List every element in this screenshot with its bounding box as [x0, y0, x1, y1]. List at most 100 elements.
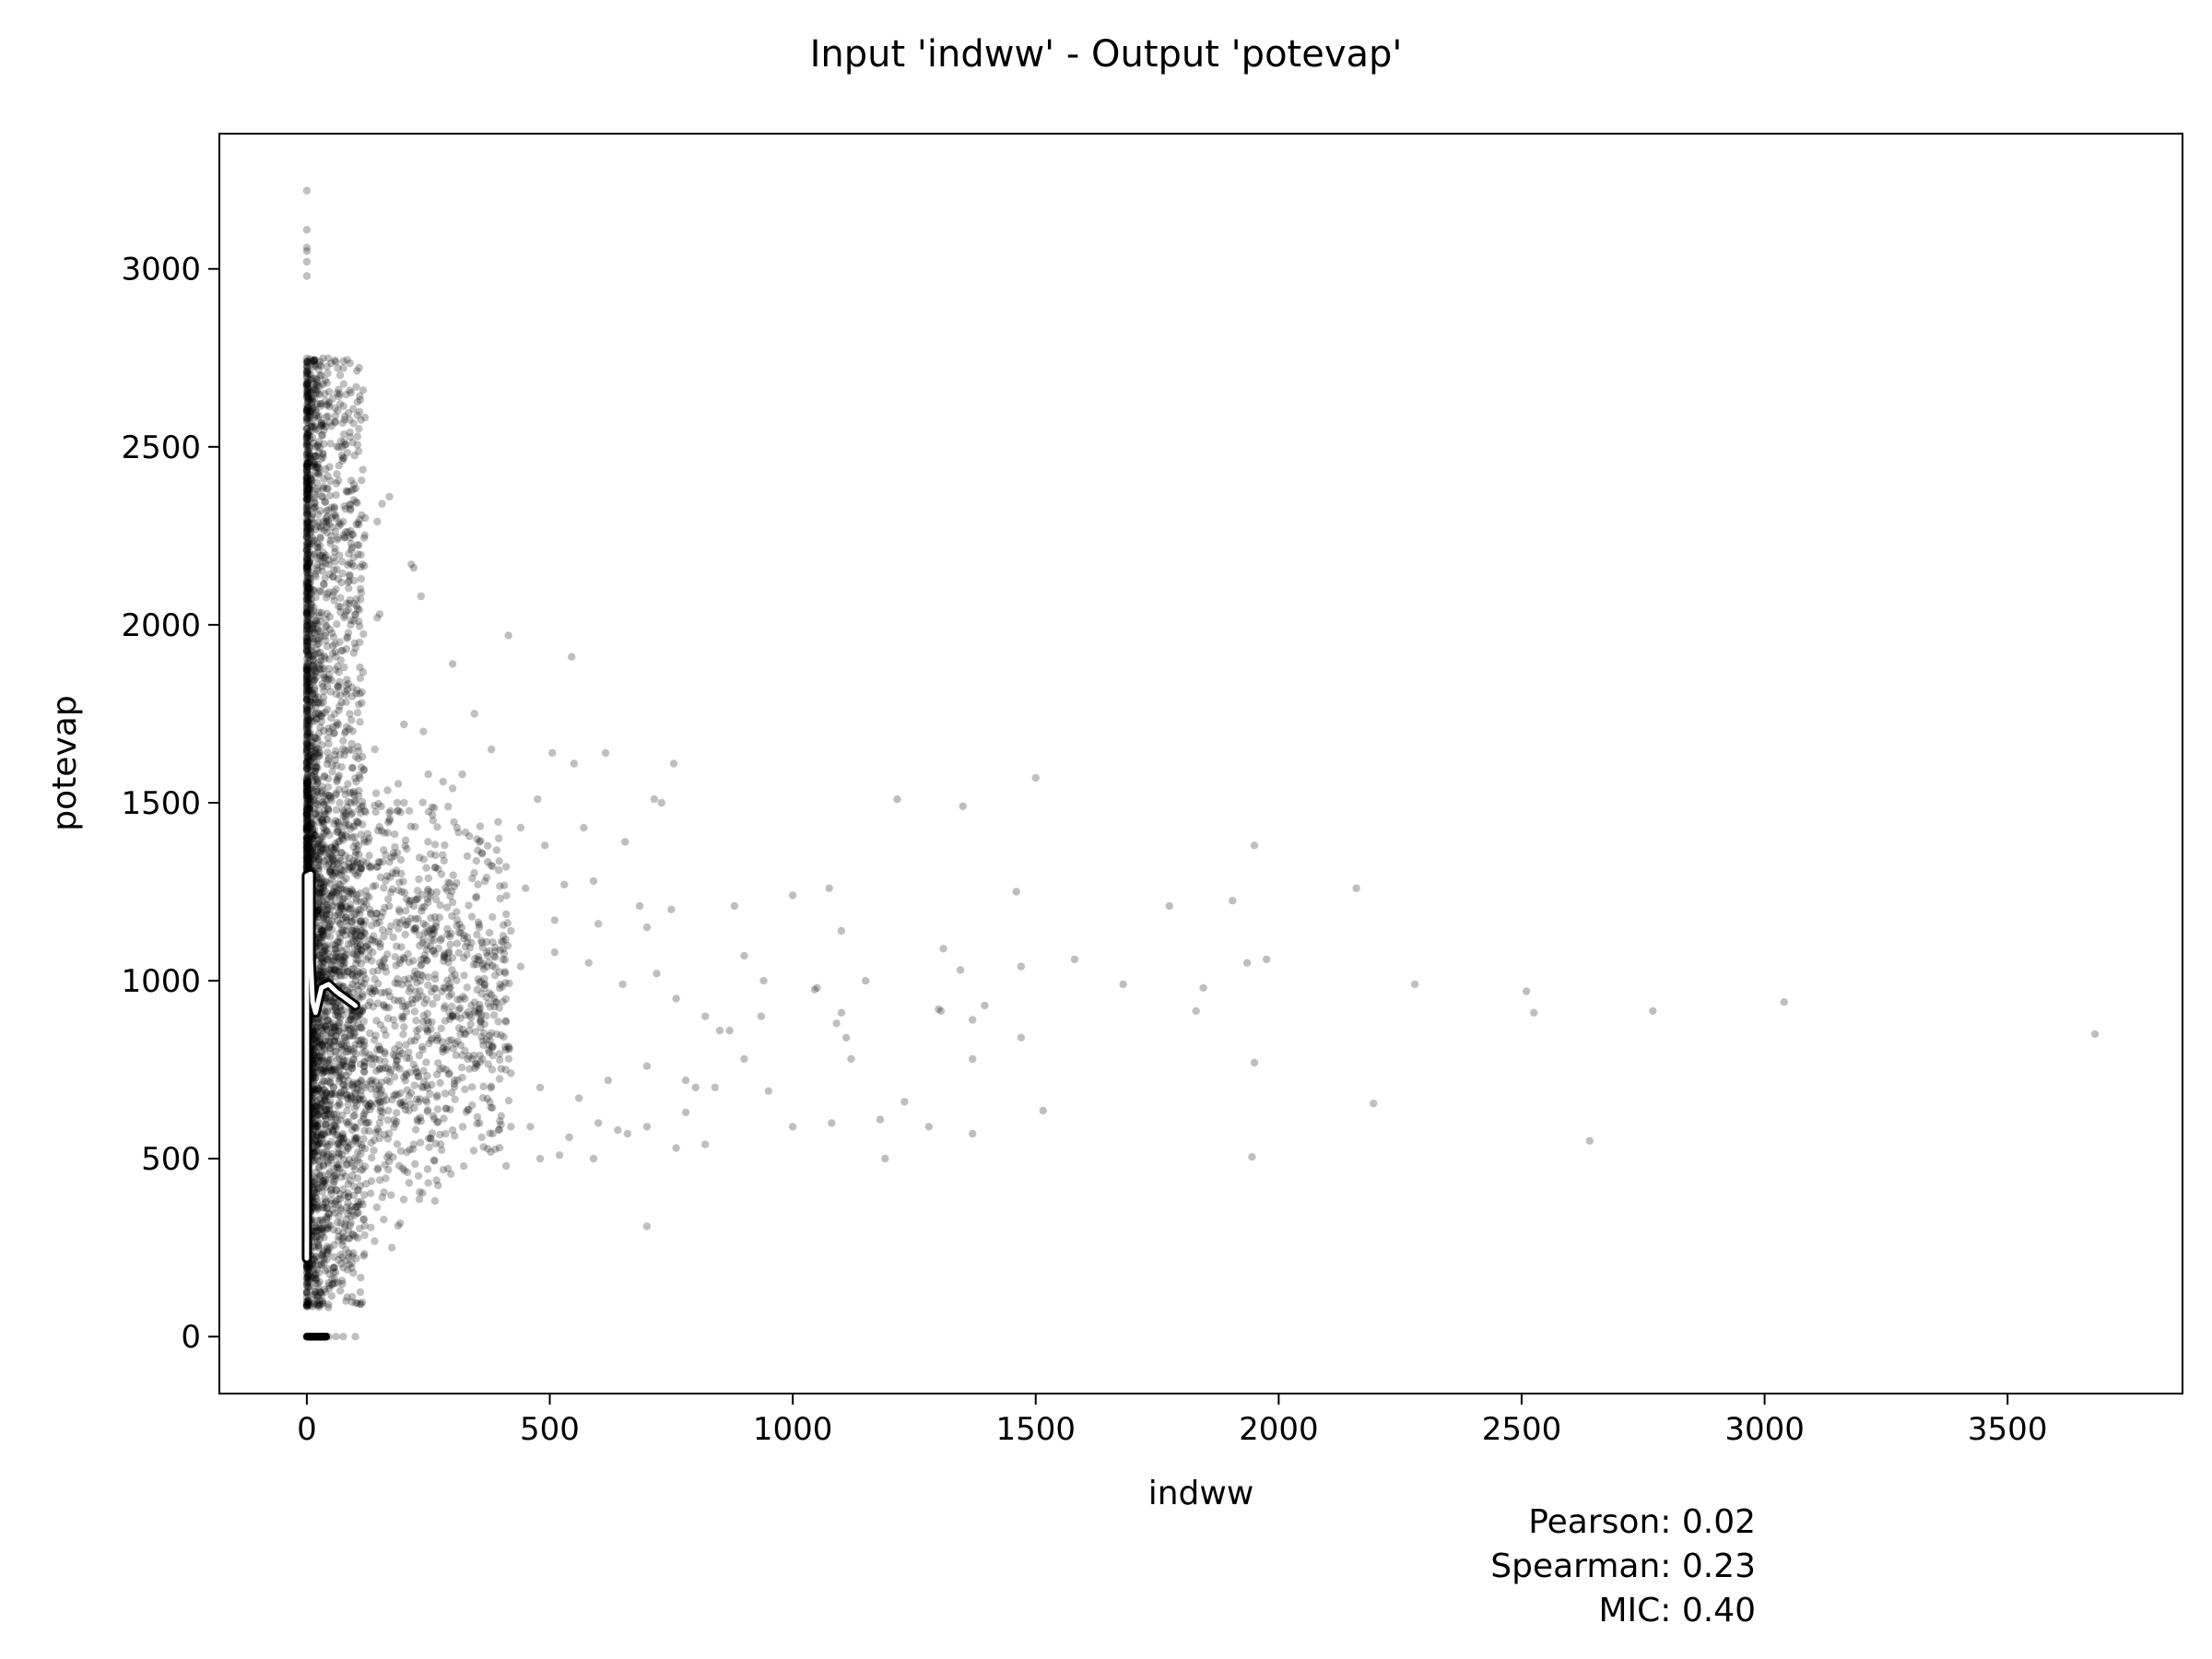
scatter-point [420, 902, 429, 911]
scatter-point [325, 1044, 335, 1053]
scatter-point [334, 1011, 342, 1020]
scatter-point [311, 690, 319, 699]
scatter-point [333, 719, 341, 727]
scatter-point [317, 874, 325, 883]
scatter-point [359, 967, 368, 976]
scatter-point [401, 836, 410, 844]
scatter-point [342, 698, 350, 706]
scatter-point [369, 968, 377, 976]
scatter-point [448, 784, 457, 793]
scatter-point [303, 665, 312, 675]
scatter-point [500, 921, 508, 929]
scatter-point [428, 1034, 436, 1042]
scatter-point [411, 1125, 420, 1134]
scatter-point [341, 412, 349, 420]
scatter-point [323, 401, 331, 409]
scatter-point [302, 817, 312, 825]
scatter-point [306, 574, 315, 583]
scatter-point [304, 715, 312, 724]
scatter-point [302, 590, 312, 598]
scatter-point [303, 1299, 312, 1308]
scatter-point [332, 512, 340, 520]
scatter-point [302, 1302, 312, 1311]
scatter-point [312, 452, 321, 461]
scatter-point [303, 608, 312, 617]
scatter-point [1410, 980, 1419, 989]
scatter-point [346, 571, 354, 581]
scatter-point [341, 931, 350, 939]
scatter-point [324, 956, 333, 965]
scatter-point [1119, 980, 1127, 989]
scatter-point [313, 709, 323, 718]
scatter-point [304, 811, 312, 819]
scatter-point [303, 661, 312, 669]
scatter-point [338, 1006, 347, 1015]
scatter-point [322, 615, 330, 624]
scatter-point [303, 562, 312, 571]
scatter-point [345, 1192, 353, 1201]
scatter-point [332, 888, 341, 897]
scatter-point [467, 912, 477, 921]
scatter-point [422, 864, 430, 872]
scatter-point [324, 739, 333, 748]
scatter-point [321, 1063, 330, 1071]
scatter-point [570, 759, 579, 768]
scatter-point [317, 967, 325, 976]
scatter-point [325, 1140, 334, 1149]
scatter-point [324, 412, 332, 420]
scatter-point [311, 1137, 320, 1146]
scatter-point [465, 901, 473, 910]
scatter-point [390, 1091, 398, 1100]
scatter-point [302, 676, 312, 684]
scatter-point [314, 903, 323, 912]
scatter-point [320, 893, 328, 901]
scatter-point [349, 405, 358, 413]
scatter-point [302, 592, 312, 601]
scatter-point [303, 1264, 312, 1273]
scatter-point [424, 770, 432, 779]
scatter-point [321, 654, 329, 663]
scatter-point [302, 663, 312, 671]
scatter-point [448, 912, 456, 921]
scatter-point [413, 1117, 422, 1125]
scatter-point [307, 520, 315, 528]
scatter-point [344, 561, 352, 570]
scatter-point [304, 649, 312, 657]
scatter-point [501, 1017, 510, 1025]
scatter-point [319, 1030, 327, 1038]
scatter-point [308, 834, 317, 842]
scatter-point [304, 403, 312, 411]
scatter-point [323, 362, 331, 371]
scatter-point [304, 724, 312, 732]
scatter-point [319, 832, 327, 841]
scatter-point [341, 819, 349, 828]
scatter-point [336, 691, 345, 700]
scatter-point [341, 812, 349, 820]
scatter-point [316, 1300, 324, 1309]
scatter-point [335, 938, 344, 947]
scatter-point [302, 226, 312, 234]
scatter-point [303, 418, 312, 427]
scatter-point [303, 802, 312, 810]
scatter-point [365, 852, 373, 860]
scatter-point [332, 1124, 340, 1133]
scatter-point [310, 1041, 319, 1049]
scatter-point [322, 967, 330, 976]
scatter-point [396, 1147, 406, 1156]
scatter-point [356, 584, 365, 594]
scatter-point [425, 1143, 433, 1152]
scatter-point [356, 1288, 365, 1297]
scatter-point [360, 1191, 369, 1199]
scatter-point [304, 653, 312, 662]
scatter-point [302, 836, 312, 845]
scatter-point [320, 912, 328, 922]
scatter-point [398, 1015, 406, 1023]
scatter-point [361, 513, 370, 523]
scatter-point [360, 1037, 369, 1045]
scatter-point [321, 396, 330, 405]
scatter-point [312, 1193, 320, 1201]
scatter-point [325, 670, 334, 679]
scatter-point [417, 961, 425, 971]
scatter-point [302, 381, 312, 389]
scatter-point [667, 905, 676, 913]
